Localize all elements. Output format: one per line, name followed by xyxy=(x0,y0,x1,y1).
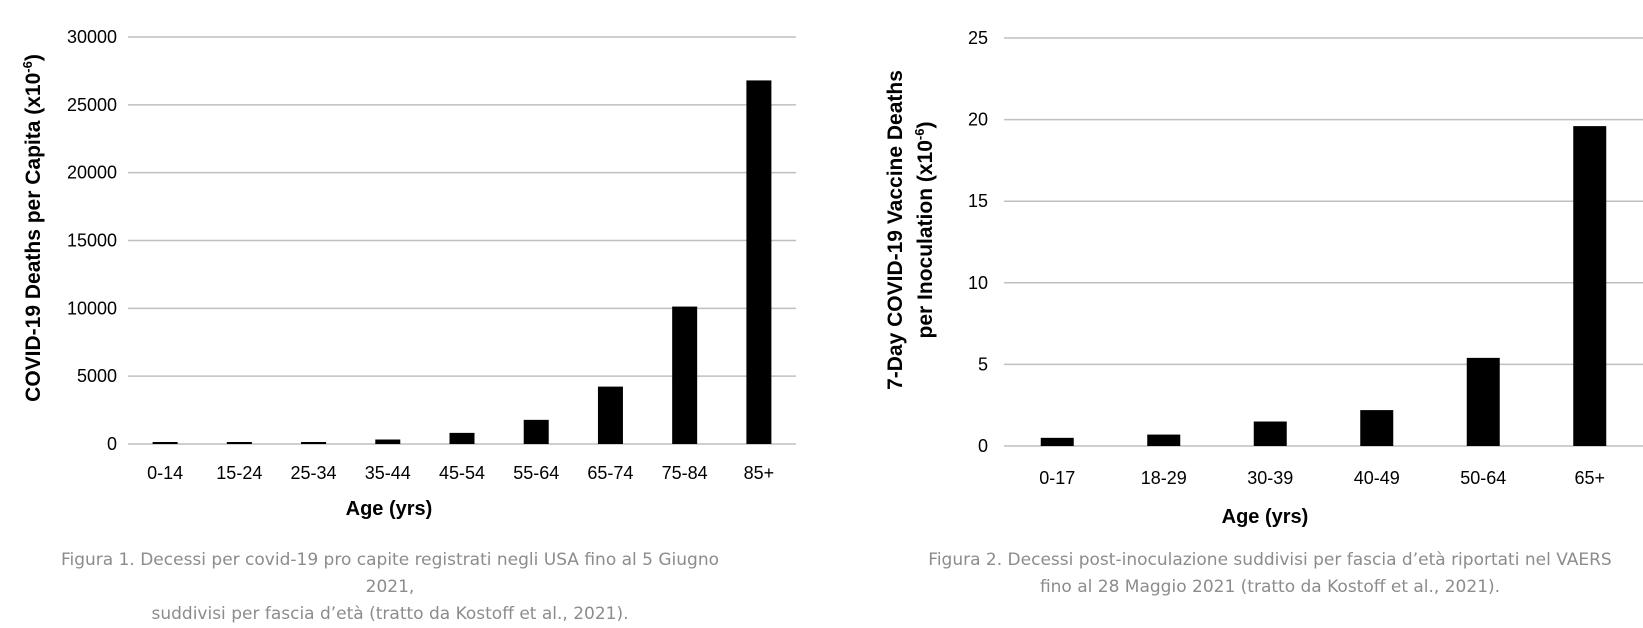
bar xyxy=(226,442,252,444)
x-tick-label: 45-54 xyxy=(439,463,485,483)
bar xyxy=(746,80,772,444)
bar xyxy=(1360,410,1394,446)
bar xyxy=(1147,434,1181,446)
bar xyxy=(449,432,475,444)
x-tick-label: 50-64 xyxy=(1460,468,1506,488)
chart-2-y-axis-title-line2: per Inoculation (x10-6) xyxy=(912,122,937,339)
figure-2-caption-line1: Figura 2. Decessi post-inoculazione sudd… xyxy=(928,550,1612,570)
chart-2-x-axis-title: Age (yrs) xyxy=(1222,506,1309,528)
chart-2-bars xyxy=(1040,126,1607,447)
y-tick-label: 10000 xyxy=(67,298,117,318)
y-tick-label: 15000 xyxy=(67,231,117,251)
chart-1-y-axis-title: COVID-19 Deaths per Capita (x10-6) xyxy=(20,54,45,402)
bar xyxy=(1253,421,1287,446)
x-tick-label: 0-17 xyxy=(1039,468,1075,488)
bar xyxy=(301,442,327,444)
chart-1-x-tick-labels: 0-14 15-24 25-34 35-44 45-54 55-64 65-74 75-84 8… xyxy=(147,463,774,483)
y-tick-label: 15 xyxy=(968,191,988,211)
bar xyxy=(152,442,178,444)
y-tick-label: 5 xyxy=(978,354,988,374)
figure-1-caption: Figura 1. Decessi per covid-19 pro capit… xyxy=(40,547,740,628)
chart-2: 0 5 10 15 20 25 0-17 18-29 30-39 40-49 50-64 65+ A… xyxy=(884,28,1643,528)
chart-1-y-tick-labels: 0 5000 10000 15000 20000 25000 30000 xyxy=(67,27,117,454)
y-tick-label: 10 xyxy=(968,273,988,293)
x-tick-label: 18-29 xyxy=(1141,468,1187,488)
x-tick-label: 75-84 xyxy=(662,463,708,483)
chart-2-y-tick-labels: 0 5 10 15 20 25 xyxy=(968,28,988,456)
bar xyxy=(523,419,549,444)
bar xyxy=(375,439,401,444)
x-tick-label: 40-49 xyxy=(1354,468,1400,488)
bar xyxy=(672,306,698,444)
chart-2-gridlines xyxy=(1004,37,1643,447)
y-tick-label: 20 xyxy=(968,110,988,130)
chart-1-x-axis-title: Age (yrs) xyxy=(346,498,433,520)
y-tick-label: 0 xyxy=(978,436,988,456)
chart-1-gridlines xyxy=(128,36,796,445)
y-tick-label: 5000 xyxy=(77,366,117,386)
x-tick-label: 15-24 xyxy=(216,463,262,483)
bar xyxy=(1040,437,1074,446)
bar xyxy=(597,386,623,444)
x-tick-label: 85+ xyxy=(744,463,775,483)
bar xyxy=(1466,357,1500,446)
figure-2-caption: Figura 2. Decessi post-inoculazione sudd… xyxy=(905,547,1635,601)
y-tick-label: 20000 xyxy=(67,163,117,183)
x-tick-label: 0-14 xyxy=(147,463,183,483)
y-tick-label: 0 xyxy=(107,434,117,454)
chart-2-y-axis-title: 7-Day COVID-19 Vaccine Deaths per Inocul… xyxy=(884,70,937,390)
figure-2-caption-line2: fino al 28 Maggio 2021 (tratto da Kostof… xyxy=(1039,577,1501,597)
figure-1-caption-line1: Figura 1. Decessi per covid-19 pro capit… xyxy=(60,550,720,597)
chart-2-x-tick-labels: 0-17 18-29 30-39 40-49 50-64 65+ xyxy=(1039,468,1605,488)
x-tick-label: 30-39 xyxy=(1247,468,1293,488)
y-tick-label: 30000 xyxy=(67,27,117,47)
y-tick-label: 25 xyxy=(968,28,988,48)
chart-2-y-axis-title-line1: 7-Day COVID-19 Vaccine Deaths xyxy=(884,70,907,390)
x-tick-label: 35-44 xyxy=(365,463,411,483)
chart-1-bars xyxy=(152,80,772,444)
charts-canvas: 0 5000 10000 15000 20000 25000 30000 0-14 15-24… xyxy=(20,27,1643,528)
figure-1-caption-line2: suddivisi per fascia d’età (tratto da Ko… xyxy=(151,604,629,624)
bar xyxy=(1573,126,1607,447)
y-tick-label: 25000 xyxy=(67,95,117,115)
x-tick-label: 25-34 xyxy=(291,463,337,483)
chart-1: 0 5000 10000 15000 20000 25000 30000 0-14 15-24… xyxy=(20,27,796,520)
x-tick-label: 65+ xyxy=(1574,468,1605,488)
x-tick-label: 65-74 xyxy=(587,463,633,483)
x-tick-label: 55-64 xyxy=(513,463,559,483)
